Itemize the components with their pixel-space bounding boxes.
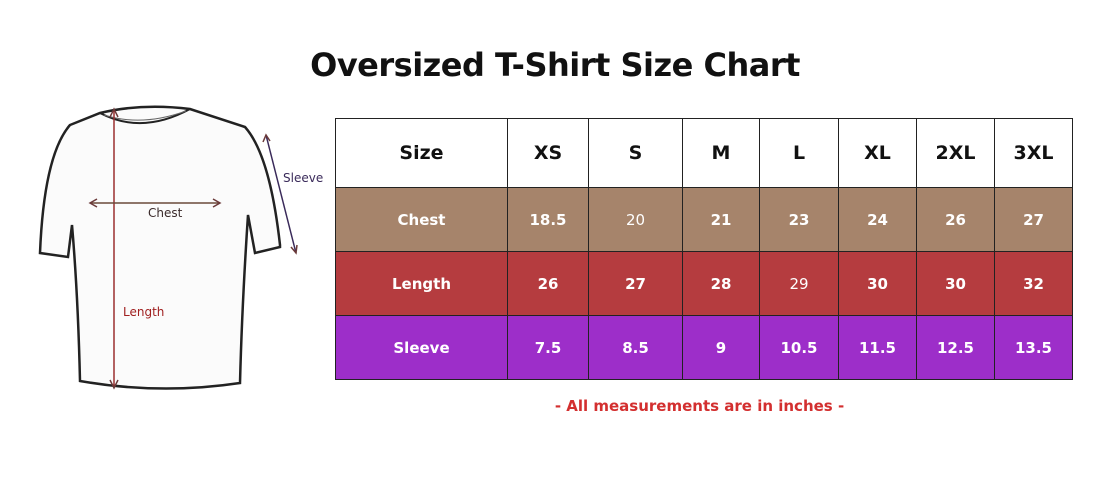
table-cell: 8.5 bbox=[588, 315, 683, 380]
table-cell: 11.5 bbox=[838, 315, 917, 380]
table-cell: 2XL bbox=[916, 118, 995, 188]
table-cell: XS bbox=[507, 118, 589, 188]
chest-label: Chest bbox=[148, 206, 183, 220]
table-cell: 23 bbox=[759, 187, 839, 252]
size-table: Size XS S M L XL 2XL 3XL Chest 18.5 20 21 23 24 26 27 Le… bbox=[335, 118, 1073, 380]
shirt-diagram: Chest Length Sleeve bbox=[38, 105, 323, 390]
table-cell: Sleeve bbox=[335, 315, 508, 380]
table-cell: M bbox=[682, 118, 760, 188]
table-cell: 7.5 bbox=[507, 315, 589, 380]
table-cell: 9 bbox=[682, 315, 760, 380]
length-label: Length bbox=[123, 305, 164, 319]
table-cell: 28 bbox=[682, 251, 760, 316]
table-cell: 18.5 bbox=[507, 187, 589, 252]
table-cell: 12.5 bbox=[916, 315, 995, 380]
table-cell: L bbox=[759, 118, 839, 188]
table-cell: 20 bbox=[588, 187, 683, 252]
table-cell: Size bbox=[335, 118, 508, 188]
shirt-outline bbox=[38, 105, 282, 390]
collar-inner bbox=[103, 110, 187, 121]
table-cell: 21 bbox=[682, 187, 760, 252]
table-cell: S bbox=[588, 118, 683, 188]
table-cell: 26 bbox=[916, 187, 995, 252]
table-cell: Chest bbox=[335, 187, 508, 252]
table-cell: 30 bbox=[916, 251, 995, 316]
table-cell: 32 bbox=[994, 251, 1073, 316]
table-cell: 3XL bbox=[994, 118, 1073, 188]
note: - All measurements are in inches - bbox=[554, 397, 845, 415]
sleeve-label: Sleeve bbox=[283, 171, 323, 185]
table-cell: 24 bbox=[838, 187, 917, 252]
table-cell: Length bbox=[335, 251, 508, 316]
collar bbox=[99, 108, 191, 124]
table-cell: 13.5 bbox=[994, 315, 1073, 380]
table-cell: 29 bbox=[759, 251, 839, 316]
table-cell: 26 bbox=[507, 251, 589, 316]
arrow-heads bbox=[88, 107, 298, 390]
sleeve-arrow bbox=[265, 134, 297, 254]
table-cell: 10.5 bbox=[759, 315, 839, 380]
table-cell: 27 bbox=[994, 187, 1073, 252]
table-row: Chest 18.5 20 21 23 24 26 27 bbox=[335, 187, 1073, 252]
table-row: Sleeve 7.5 8.5 9 10.5 11.5 12.5 13.5 bbox=[335, 315, 1073, 380]
title: Oversized T-Shirt Size Chart bbox=[310, 46, 800, 84]
table-row: Length 26 27 28 29 30 30 32 bbox=[335, 251, 1073, 316]
table-cell: XL bbox=[838, 118, 917, 188]
header-row: Size XS S M L XL 2XL 3XL bbox=[335, 118, 1073, 188]
table-cell: 27 bbox=[588, 251, 683, 316]
table-cell: 30 bbox=[838, 251, 917, 316]
